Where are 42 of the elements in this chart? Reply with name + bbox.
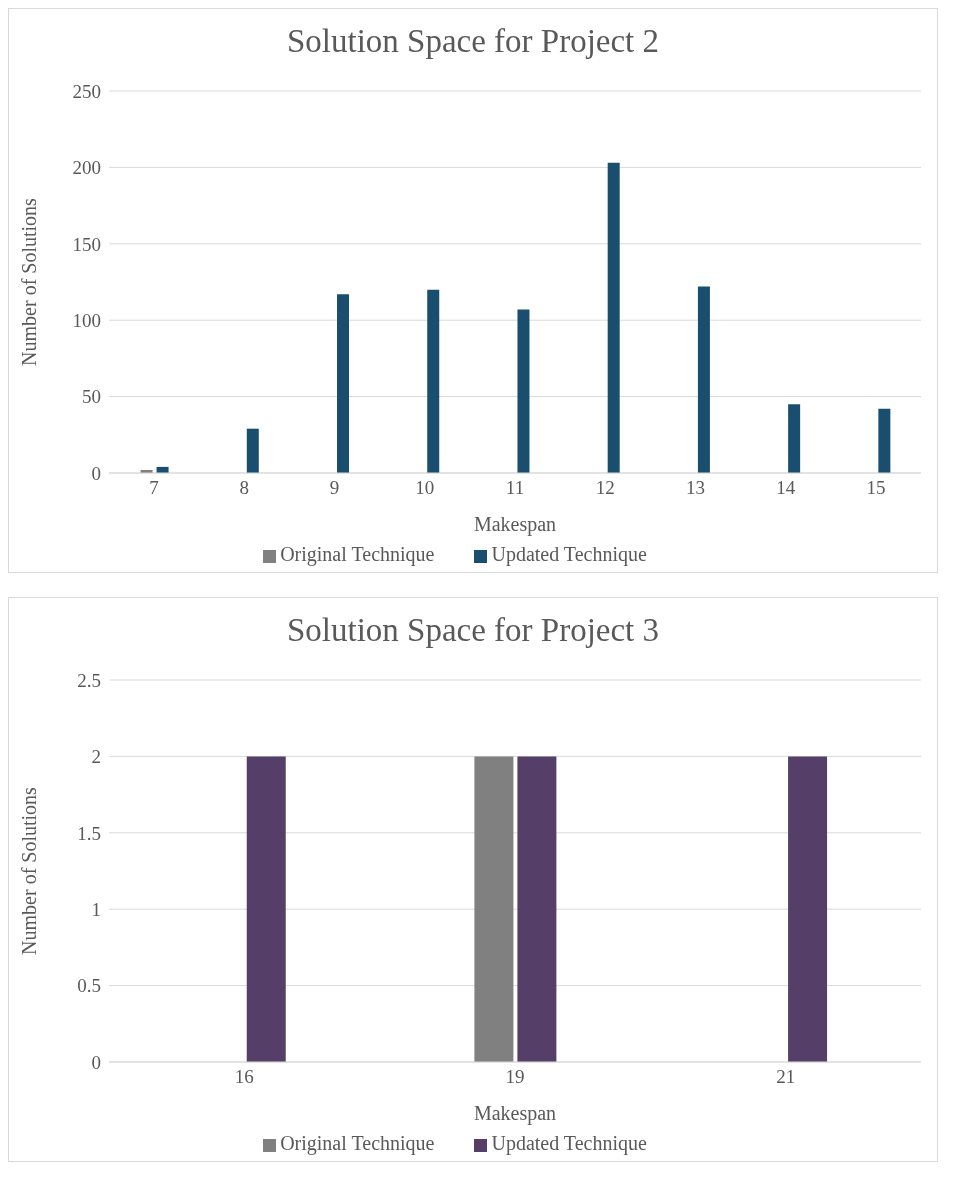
y-tick-label: 150 — [72, 233, 101, 255]
x-tick-label: 12 — [595, 477, 615, 499]
y-tick-label: 0 — [91, 462, 101, 484]
y-tick-label: 0 — [91, 1051, 101, 1073]
x-tick-label: 7 — [149, 477, 159, 499]
x-tick-label: 14 — [776, 477, 796, 499]
y-tick-label: 2 — [91, 746, 101, 768]
x-tick-label: 10 — [415, 477, 435, 499]
bar — [878, 408, 891, 473]
bar — [697, 286, 710, 473]
y-axis-title: Number of Solutions — [18, 197, 41, 366]
y-axis-title: Number of Solutions — [18, 786, 41, 955]
y-tick-label: 250 — [72, 80, 101, 102]
bar — [788, 404, 801, 473]
y-tick-label: 200 — [72, 157, 101, 179]
bar — [607, 162, 620, 473]
legend-label: Original Technique — [280, 543, 435, 565]
bar — [337, 294, 350, 473]
x-tick-label: 13 — [685, 477, 705, 499]
bar — [427, 289, 440, 473]
legend-label: Original Technique — [280, 1132, 435, 1154]
x-axis-title: Makespan — [473, 513, 557, 536]
y-tick-label: 0.5 — [77, 975, 101, 997]
x-axis-title: Makespan — [473, 1102, 557, 1125]
chart-title: Solution Space for Project 2 — [285, 22, 661, 61]
x-tick-label: 8 — [239, 477, 250, 499]
x-tick-label: 9 — [329, 477, 340, 499]
y-tick-label: 100 — [72, 309, 101, 331]
y-tick-label: 2.5 — [77, 669, 101, 691]
legend-label: Updated Technique — [491, 1132, 647, 1154]
x-tick-label: 19 — [505, 1066, 525, 1088]
x-tick-label: 21 — [776, 1066, 796, 1088]
y-tick-label: 1.5 — [77, 822, 101, 844]
x-tick-label: 16 — [234, 1066, 254, 1088]
x-tick-label: 11 — [505, 477, 525, 499]
bar — [517, 309, 530, 473]
y-tick-label: 1 — [91, 898, 101, 920]
legend-label: Updated Technique — [491, 543, 647, 565]
x-tick-label: 15 — [866, 477, 886, 499]
bar — [246, 428, 259, 473]
chart-title: Solution Space for Project 3 — [285, 611, 661, 650]
y-tick-label: 50 — [82, 386, 101, 408]
